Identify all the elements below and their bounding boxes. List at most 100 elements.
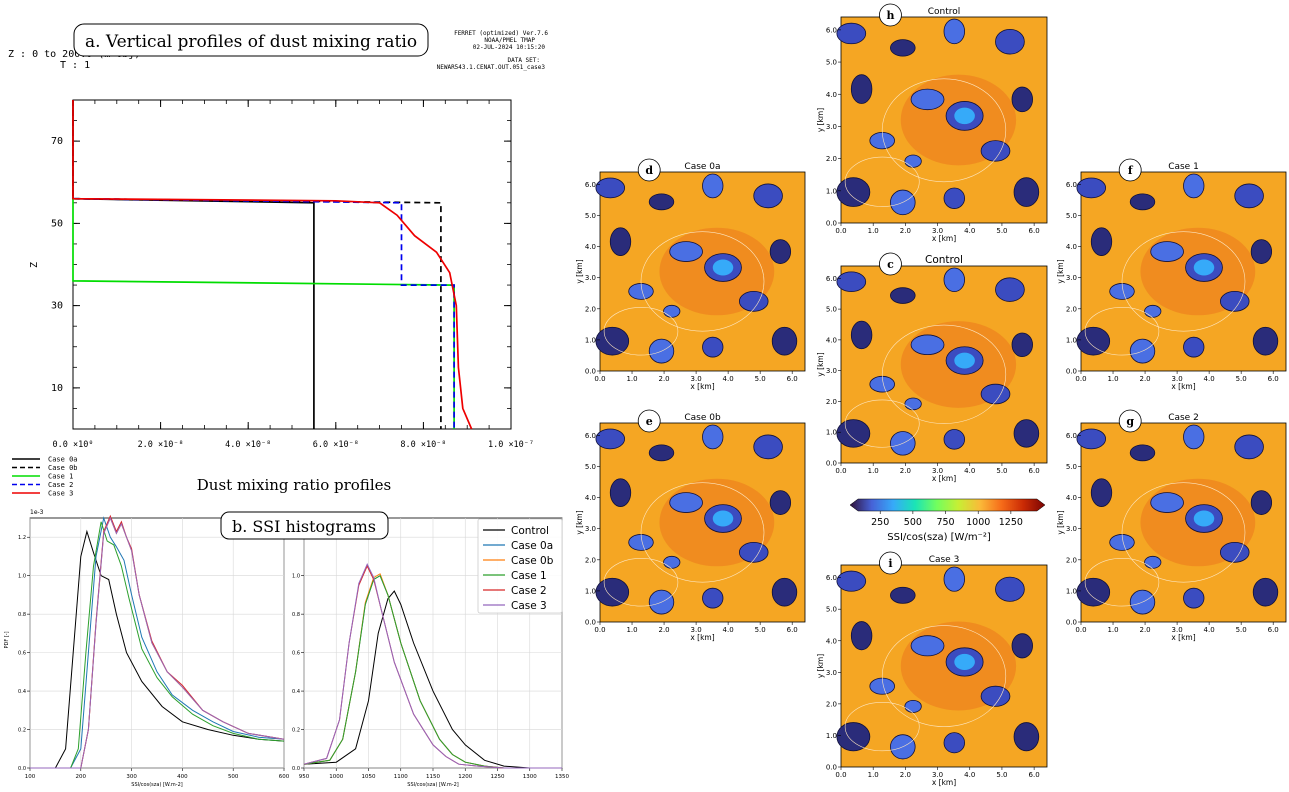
map-x-tick-label: 4.0 xyxy=(1204,375,1215,383)
map-title: Control xyxy=(928,7,961,17)
map-y-tick-label: 3.0 xyxy=(826,669,837,677)
map-x-tick-label: 3.0 xyxy=(932,467,943,475)
contour-line xyxy=(640,231,765,332)
map-title: Case 0a xyxy=(684,162,720,172)
map-y-tick-label: 3.0 xyxy=(826,367,837,375)
cloud-shadow xyxy=(1150,241,1184,262)
panel-b-right-plot: 950 1000 1050 1100 1150 1200 1250 1300 1350 0.0 0.… xyxy=(292,518,569,780)
panel-b-left-plot: 100 200 300 400 500 600 0.0 0.2 0.4 0.6 0.8 1.0 1.2 xyxy=(18,514,290,780)
colorbar-tick-label: 750 xyxy=(936,517,954,528)
map-y-tick-label: 6.0 xyxy=(826,275,837,283)
map-y-tick-label: 0.0 xyxy=(826,220,837,228)
map-y-tick-label: 1.0 xyxy=(1066,336,1077,344)
hist-line-case-0a xyxy=(30,516,285,769)
map-title: Case 2 xyxy=(1168,413,1199,423)
cloud-shadow xyxy=(1183,587,1205,609)
panel-b-badge-box xyxy=(220,511,389,540)
contour-line xyxy=(1121,482,1246,583)
map-x-tick-label: 2.0 xyxy=(900,467,911,475)
contour-line xyxy=(844,156,920,207)
map-y-tick-label: 1.0 xyxy=(826,429,837,437)
map-x-tick-label: 1.0 xyxy=(626,375,637,383)
panel-a-bottom-title: Dust mixing ratio profiles xyxy=(197,476,391,494)
cloud-shadow xyxy=(663,555,681,569)
cloud-shadow xyxy=(1234,434,1264,460)
cloud-shadow xyxy=(595,177,626,199)
map-y-tick-label: 0.0 xyxy=(1066,368,1077,376)
hist-line-case-3 xyxy=(303,563,562,769)
map-y-tick-label: 5.0 xyxy=(826,306,837,314)
map-y-tick-label: 1.0 xyxy=(585,336,596,344)
map-y-tick-label: 4.0 xyxy=(826,91,837,99)
hist-line-control xyxy=(303,590,562,769)
map-x-tick-label: 6.0 xyxy=(1029,467,1040,475)
contour-line xyxy=(881,78,1007,183)
hist-line-case-1 xyxy=(303,574,562,769)
x-tick-label: 1250 xyxy=(491,774,505,780)
legend-label: Control xyxy=(511,525,549,537)
cloud-shadow xyxy=(609,478,632,507)
colorbar-bar xyxy=(849,498,1046,512)
cloud-shadow xyxy=(769,239,792,264)
cloud-shadow xyxy=(702,424,724,450)
profile-line-case-2 xyxy=(72,197,455,429)
map-panel-i: 0.00.0 1.0 1.0 2.0 2.0 3.0 3.0 4.0 4.0 5.0 5.0 6.0 6… xyxy=(816,551,1048,787)
cloud-shadow xyxy=(943,187,966,209)
map-x-tick-label: 1.0 xyxy=(868,771,879,779)
y-tick-label: 1.2 xyxy=(18,535,26,541)
map-x-tick-label: 5.0 xyxy=(996,227,1007,235)
cloud-shadow xyxy=(1090,227,1113,256)
cloud-shadow xyxy=(739,290,769,312)
cloud-shadow xyxy=(1013,419,1040,448)
map-y-tick-label: 5.0 xyxy=(585,212,596,220)
y-tick-label: 30 xyxy=(51,301,63,312)
map-y-tick-label: 2.0 xyxy=(1066,556,1077,564)
cloud-shadow xyxy=(1150,492,1184,513)
x-tick-label: 1150 xyxy=(426,774,440,780)
cloud-shadow xyxy=(1013,177,1040,207)
colorbar-tick-label: 250 xyxy=(871,517,889,528)
y-tick-label: 50 xyxy=(51,218,63,229)
x-tick-label: 2.0 ×10⁻⁸ xyxy=(138,440,184,450)
profile-line-case-3 xyxy=(72,100,473,430)
map-x-tick-label: 0.0 xyxy=(1075,626,1086,634)
map-x-tick-label: 6.0 xyxy=(1029,227,1040,235)
map-y-tick-label: 5.0 xyxy=(1066,212,1077,220)
cloud-shadow xyxy=(910,88,945,111)
colorbar-ticks: 250 500 750 1000 1250 xyxy=(871,511,1023,528)
map-ylabel: y [km] xyxy=(1056,259,1065,283)
panel-a-ylabel: Z xyxy=(29,262,40,268)
cloud-shadow xyxy=(1183,424,1205,450)
x-tick-label: 600 xyxy=(279,774,290,780)
map-letter: c xyxy=(887,258,894,271)
map-x-tick-label: 0.0 xyxy=(835,467,846,475)
map-y-tick-label: 4.0 xyxy=(585,494,596,502)
map-y-tick-label: 0.0 xyxy=(826,764,837,772)
contour-line xyxy=(603,558,679,607)
map-title: Case 3 xyxy=(929,555,960,565)
map-ylabel: y [km] xyxy=(575,510,584,534)
map-letter-badge xyxy=(1118,158,1142,182)
legend-label: Case 3 xyxy=(511,600,547,612)
map-y-tick-label: 5.0 xyxy=(826,606,837,614)
cloud-shadow xyxy=(1076,326,1111,356)
map-x-tick-label: 3.0 xyxy=(1172,375,1183,383)
map-letter: d xyxy=(645,164,653,177)
map-letter: h xyxy=(886,9,894,22)
x-tick-label: 300 xyxy=(126,774,137,780)
panel-a-header-right-1: FERRET (optimized) Ver.7.6 xyxy=(454,30,548,37)
cloud-shadow xyxy=(648,193,675,211)
legend-label: Case 3 xyxy=(48,490,73,498)
cloud-shadow xyxy=(904,397,922,411)
cloud-shadow xyxy=(904,699,922,713)
map-letter-badge xyxy=(879,551,902,575)
map-letter: e xyxy=(646,415,653,428)
cloud-shadow xyxy=(609,227,632,256)
map-y-tick-label: 5.0 xyxy=(1066,463,1077,471)
map-x-tick-label: 6.0 xyxy=(1029,771,1040,779)
map-letter-badge xyxy=(879,252,902,276)
map-x-tick-label: 2.0 xyxy=(658,375,669,383)
map-y-tick-label: 4.0 xyxy=(1066,494,1077,502)
contour-line xyxy=(881,625,1007,727)
map-y-tick-label: 4.0 xyxy=(1066,243,1077,251)
